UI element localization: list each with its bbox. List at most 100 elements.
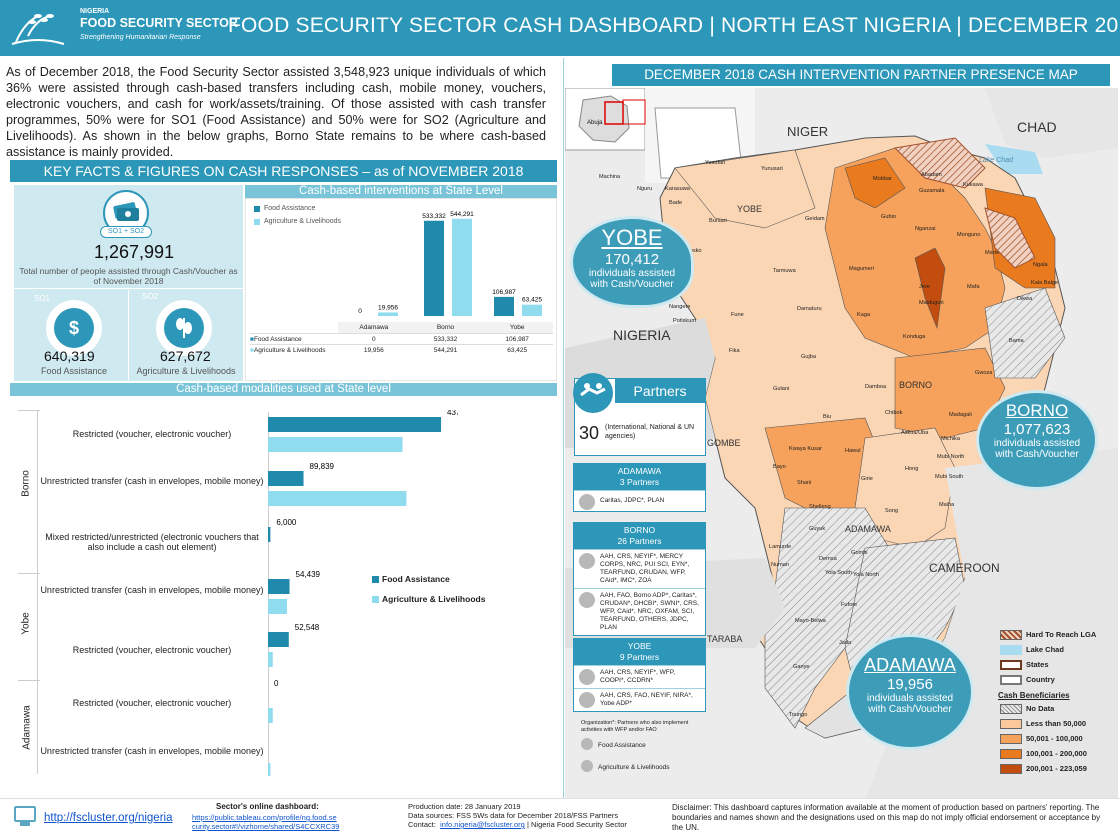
- table-cell: 533,332: [433, 336, 458, 343]
- legend-agri-label: Agriculture & Livelihoods: [382, 594, 486, 604]
- partners-count: 30: [579, 423, 600, 443]
- svg-text:Yusufari: Yusufari: [705, 160, 725, 166]
- legend-item: Lake Chad: [998, 644, 1118, 659]
- svg-text:Gwoza: Gwoza: [975, 370, 993, 376]
- svg-text:Karasuwa: Karasuwa: [665, 186, 691, 192]
- callout-value: 170,412: [604, 251, 660, 268]
- legend-item: States: [998, 659, 1118, 674]
- modality-row-label: Restricted (voucher, electronic voucher): [72, 645, 232, 655]
- state-bar-chart: 0 19,956 533,332 544,291 106,987 63,425: [358, 211, 542, 316]
- svg-text:Kala Balge: Kala Balge: [1031, 280, 1058, 286]
- modality-value-label: 54,439: [296, 570, 321, 579]
- legend-class: 200,001 - 223,059: [998, 763, 1118, 778]
- svg-text:Kaga: Kaga: [857, 312, 871, 318]
- disclaimer: Disclaimer: This dashboard captures info…: [672, 803, 1101, 832]
- partner-box-head: YOBE: [627, 641, 652, 651]
- total-value: 1,267,991: [94, 242, 175, 262]
- callout-state: YOBE: [601, 225, 663, 250]
- callout-text: individuals assisted with Cash/Voucher: [993, 438, 1081, 460]
- table-header: Yobe: [481, 322, 554, 333]
- svg-text:Fune: Fune: [731, 312, 744, 318]
- table-row: ■Food Assistance 0 533,332 106,987: [250, 333, 553, 344]
- partners-title: Partners: [615, 379, 705, 403]
- svg-text:Tarmuwa: Tarmuwa: [773, 268, 797, 274]
- partner-box-sub: 26 Partners: [617, 536, 662, 546]
- bar-value-label: 106,987: [492, 289, 516, 296]
- svg-text:Lamurde: Lamurde: [769, 544, 791, 550]
- svg-text:Machina: Machina: [599, 174, 621, 180]
- svg-text:TARABA: TARABA: [707, 634, 742, 644]
- svg-text:Damaturu: Damaturu: [797, 306, 822, 312]
- logo-tagline: Strengthening Humanitarian Response: [80, 34, 201, 41]
- svg-text:Ngala: Ngala: [1033, 262, 1049, 268]
- contact-email[interactable]: info.nigeria@fscluster.org: [440, 820, 525, 829]
- fss-logo: NIGERIA FOOD SECURITY SECTOR Strengtheni…: [8, 6, 238, 50]
- svg-text:YOBE: YOBE: [737, 204, 762, 214]
- svg-text:Hong: Hong: [905, 466, 918, 472]
- borno-partners-box: BORNO 26 Partners AAH, CRS, NEYIF*, MERCY…: [573, 522, 706, 636]
- bar-value-label: 533,332: [422, 213, 446, 220]
- modality-bar-agri: [268, 652, 273, 667]
- table-cell: 0: [372, 336, 376, 343]
- bar-value-label: 19,956: [378, 304, 398, 311]
- svg-text:Gombi: Gombi: [851, 550, 867, 556]
- yobe-partners-box: YOBE 9 Partners AAH, CRS, NEYIF*, WFP, CO…: [573, 638, 706, 712]
- bar-yobe-agri: [522, 304, 542, 316]
- map-title: DECEMBER 2018 CASH INTERVENTION PARTNER …: [612, 64, 1110, 86]
- so2-value: 627,672: [160, 348, 211, 364]
- modality-row-label: Unrestricted transfer (cash in envelopes…: [40, 585, 264, 595]
- modality-value-label: 437,493: [447, 410, 458, 417]
- table-header: Borno: [409, 322, 482, 333]
- svg-text:Mafa: Mafa: [967, 284, 980, 290]
- adamawa-callout: ADAMAWA 19,956 individuals assisted with…: [846, 634, 974, 750]
- divider: [128, 290, 129, 380]
- svg-text:Abuja: Abuja: [587, 120, 603, 126]
- cash-icon: [579, 553, 595, 569]
- legend-swatch-food: [254, 206, 260, 212]
- svg-text:Guzamala: Guzamala: [919, 188, 945, 194]
- svg-text:Dikwa: Dikwa: [1017, 296, 1033, 302]
- bar-value-label: 544,291: [450, 211, 474, 218]
- bar-borno-agri: [452, 218, 472, 316]
- legend-agri-label: Agriculture & Livelihoods: [264, 218, 342, 225]
- divider: [563, 58, 564, 798]
- svg-text:Abadam: Abadam: [921, 172, 942, 178]
- svg-text:Bade: Bade: [669, 200, 682, 206]
- website-link[interactable]: http://fscluster.org/nigeria: [44, 812, 173, 824]
- production-date: Production date: 28 January 2019: [408, 802, 521, 811]
- partner-list: AAH, CRS, NEYIF*, MERCY CORPS, NRC, PUI …: [600, 553, 690, 584]
- partners-panel: Partners 30 (International, National & U…: [573, 373, 706, 456]
- legend-item: Country: [998, 674, 1118, 689]
- svg-text:Madagali: Madagali: [949, 412, 972, 418]
- so1-value: 640,319: [44, 348, 95, 364]
- table-row-label: Food Assistance: [253, 336, 302, 343]
- modality-row-label: Unrestricted transfer (cash in envelopes…: [40, 746, 264, 756]
- modality-value-label: 6,000: [276, 518, 297, 527]
- table-cell: 544,291: [433, 347, 458, 354]
- header-bar: NIGERIA FOOD SECURITY SECTOR Strengtheni…: [0, 0, 1120, 56]
- svg-text:Gubio: Gubio: [881, 214, 896, 220]
- svg-text:Jada: Jada: [839, 640, 852, 646]
- bar-value-label: 0: [358, 308, 362, 315]
- modality-bar-agri: [268, 437, 403, 452]
- svg-text:Mubi North: Mubi North: [937, 454, 964, 460]
- svg-text:Mayo-Belwa: Mayo-Belwa: [795, 618, 827, 624]
- modality-bar-agri: [268, 599, 287, 614]
- state-label-yobe: Yobe: [20, 612, 32, 635]
- dashboard-link[interactable]: https://public.tableau.com/profile/ng.fo…: [192, 813, 337, 822]
- svg-text:Shelleng: Shelleng: [809, 504, 831, 510]
- modality-value-label: 52,548: [295, 623, 320, 632]
- svg-text:Nganzai: Nganzai: [915, 226, 936, 232]
- legend-class: 100,001 - 200,000: [998, 748, 1118, 763]
- cash-icon: [579, 494, 595, 510]
- dashboard-link[interactable]: curity.sector#!/vizhome/shared/S4CCXRC39: [192, 822, 340, 831]
- key-facts-title: KEY FACTS & FIGURES ON CASH RESPONSES – …: [10, 160, 557, 182]
- svg-text:Yola South: Yola South: [825, 570, 852, 576]
- svg-text:Biu: Biu: [823, 414, 831, 420]
- legend-food-label: Food Assistance: [382, 574, 450, 584]
- modality-row-label: Restricted (voucher, electronic voucher): [72, 698, 232, 708]
- modality-row-label: Mixed restricted/unrestricted (electroni…: [45, 532, 259, 552]
- data-sources: Data sources: FSS 5Ws data for December …: [408, 811, 619, 820]
- dashboard-title: Sector's online dashboard:: [216, 802, 319, 811]
- modality-row-label: Unrestricted transfer (cash in envelopes…: [40, 476, 264, 486]
